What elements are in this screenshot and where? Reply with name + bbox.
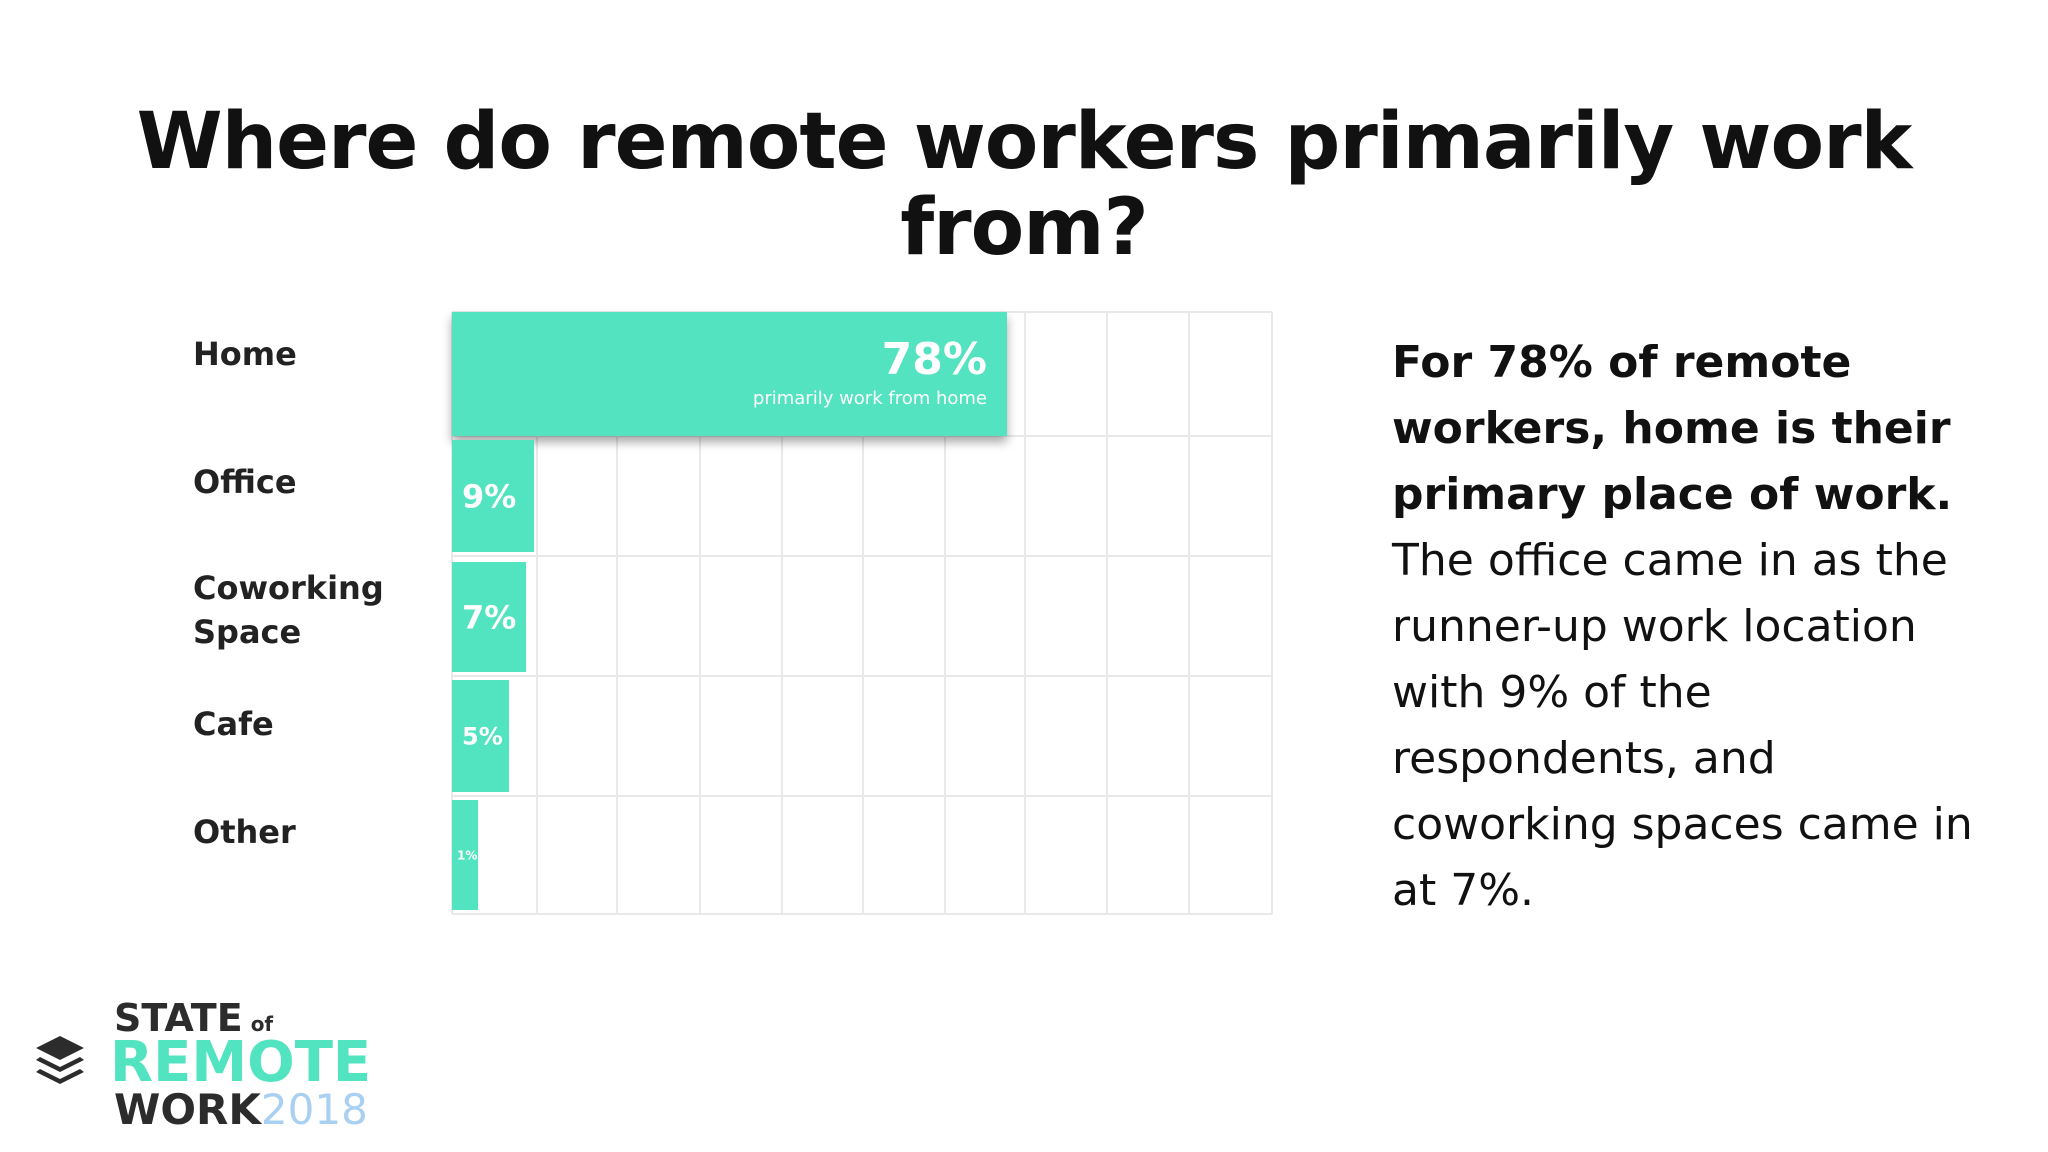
- stacked-layers-icon: [36, 1036, 84, 1084]
- state-of-remote-work-logo: STATE of REMOTE WORK2018: [32, 996, 412, 1136]
- bar-value-label-cafe: 5%: [462, 723, 503, 751]
- category-label-other: Other: [193, 813, 296, 851]
- summary-body: The office came in as the runner-up work…: [1392, 535, 1973, 916]
- chart-bars: [452, 312, 1007, 910]
- bar-value-label-coworking-space: 7%: [462, 599, 516, 637]
- logo-work: WORK2018: [114, 1086, 368, 1134]
- logo-of-word: of: [250, 1012, 274, 1036]
- bar-coworking-space: [452, 562, 526, 672]
- category-label-coworking-line1: Coworking: [193, 569, 384, 607]
- logo-state-word: STATE: [114, 996, 243, 1040]
- bar-value-label-home: 78%: [882, 334, 987, 385]
- bar-cafe: [452, 680, 509, 792]
- bar-home: [452, 312, 1007, 436]
- category-label-coworking-line2: Space: [193, 613, 302, 651]
- bar-value-label-other: 1%: [457, 848, 477, 862]
- logo-work-word: WORK: [114, 1085, 261, 1134]
- bar-value-label-office: 9%: [462, 478, 516, 516]
- summary-lead: For 78% of remote workers, home is their…: [1392, 337, 1953, 520]
- bar-other: [452, 800, 478, 910]
- summary-text: For 78% of remote workers, home is their…: [1392, 330, 1992, 924]
- logo-remote-word: REMOTE: [110, 1030, 372, 1095]
- page-title: Where do remote workers primarily work f…: [136, 97, 1913, 273]
- category-label-office: Office: [193, 463, 297, 501]
- category-label-coworking: Coworking Space: [193, 566, 384, 654]
- logo-state: STATE of: [114, 996, 273, 1046]
- bar-annotation-home: primarily work from home: [753, 388, 987, 409]
- logo-year: 2018: [260, 1085, 368, 1134]
- category-label-cafe: Cafe: [193, 705, 274, 743]
- category-label-home: Home: [193, 335, 297, 373]
- bar-office: [452, 440, 534, 552]
- chart-value-labels: 78% primarily work from home 9% 7% 5% 1%: [457, 334, 987, 862]
